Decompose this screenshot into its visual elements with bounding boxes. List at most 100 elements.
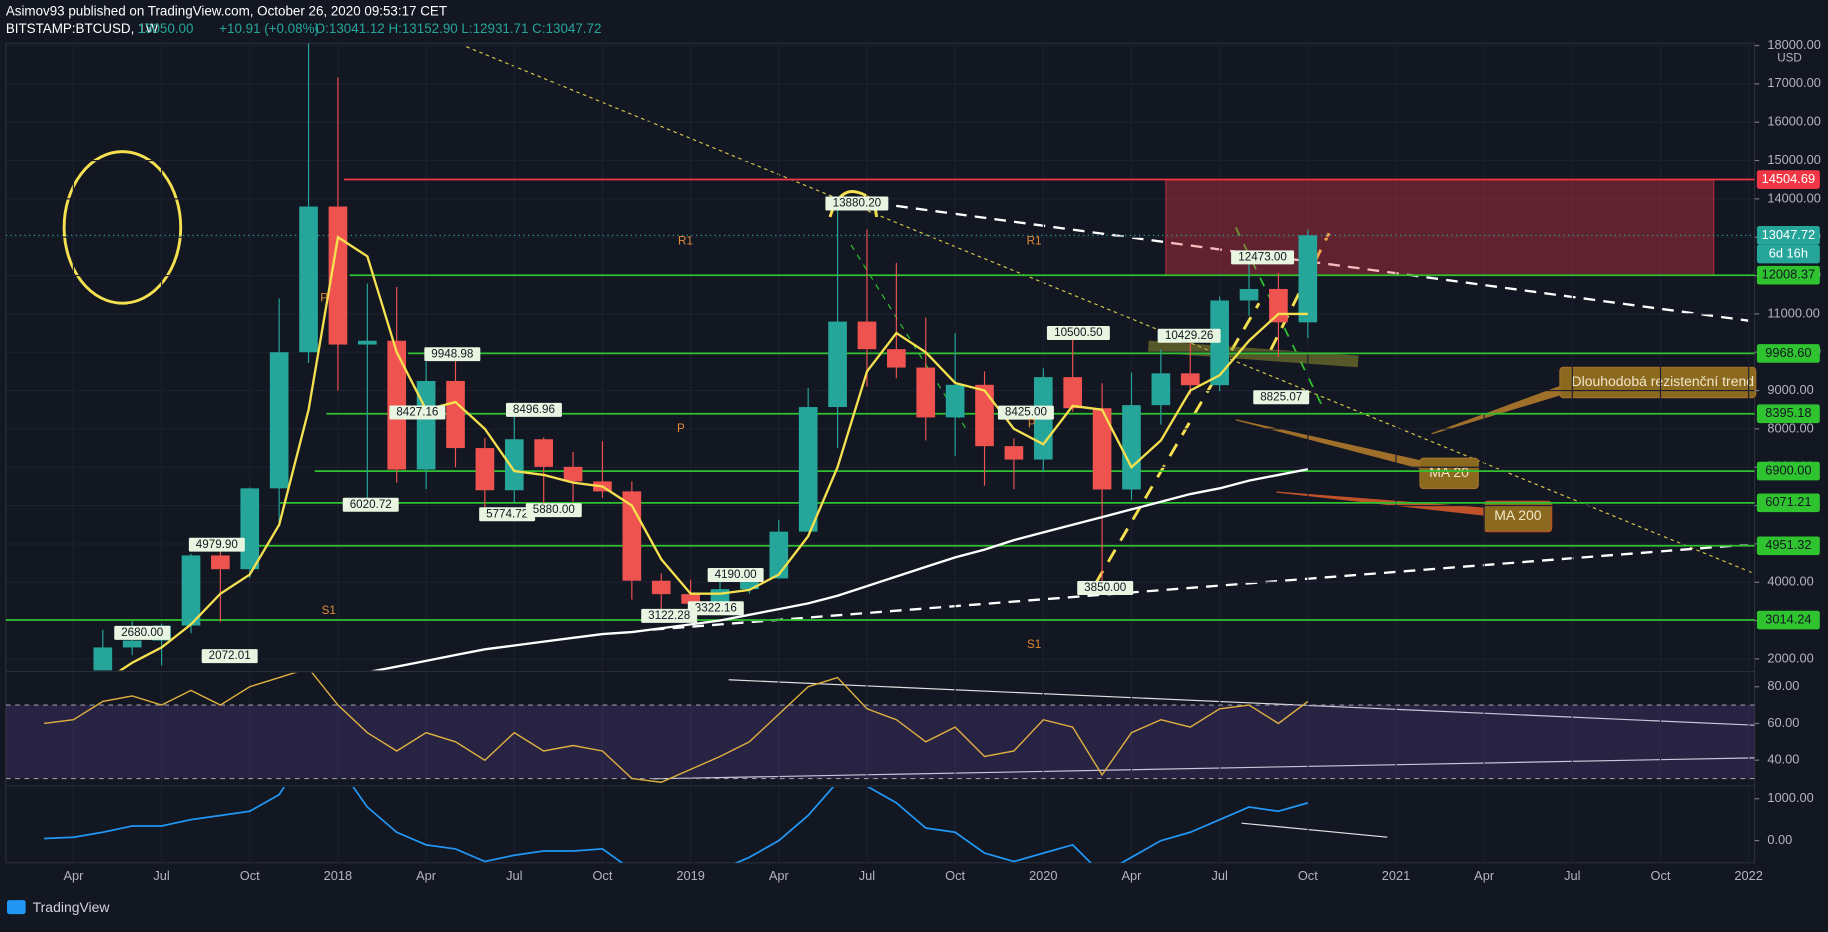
candle-body [1122, 405, 1141, 490]
x-tick-label: Apr [1474, 868, 1495, 883]
x-tick-label: Jul [506, 868, 522, 883]
candle-body [887, 349, 906, 368]
level-tag [1756, 536, 1820, 556]
x-tick-label: Oct [240, 868, 260, 883]
y-tick-label: 15000.00 [1767, 152, 1820, 167]
candle-body [651, 580, 671, 595]
price-label-box [825, 196, 889, 211]
candle-body [534, 439, 553, 467]
x-tick-label: 2022 [1734, 868, 1763, 883]
y-tick-label: 14000.00 [1767, 190, 1820, 205]
level-tag [1756, 610, 1820, 630]
countdown-tag [1756, 244, 1820, 264]
price-label: 6020.72 [350, 498, 392, 511]
pivot-label: R1 [1027, 234, 1042, 247]
x-tick-label: 2019 [676, 868, 705, 883]
rsi-pane [5, 672, 1755, 783]
price-label-box [114, 625, 171, 640]
price-label-box [997, 405, 1054, 420]
price-label: 3322.16 [695, 601, 737, 614]
macd-tick-label: 0.00 [1767, 832, 1792, 847]
level-tag [1756, 404, 1820, 424]
level-label: 4951.32 [1765, 537, 1811, 552]
candle-body [181, 555, 201, 626]
x-tick-label: 2020 [1029, 868, 1058, 883]
price-label: 2072.01 [209, 649, 251, 662]
x-tick-label: Jul [859, 868, 875, 883]
level-label: 12008.37 [1762, 267, 1815, 282]
candle-body [504, 439, 524, 491]
level-label: 6071.21 [1765, 494, 1811, 509]
trend-line [652, 543, 1749, 631]
candle-body [1239, 288, 1259, 301]
price-label: 8825.07 [1260, 390, 1302, 403]
footer: TradingView [6, 899, 111, 915]
pivot-label: S1 [322, 604, 336, 617]
price-label: 10500.50 [1054, 326, 1103, 339]
ma-line [118, 235, 1308, 671]
symbol: BITSTAMP:BTCUSD, 1W [6, 21, 159, 36]
ohlc: O:13041.12 H:13152.90 L:12931.71 C:13047… [315, 21, 602, 36]
x-tick-label: Oct [1298, 868, 1318, 883]
macd-tick-label: 1000.00 [1767, 790, 1813, 805]
candle-body [769, 531, 789, 579]
candle-body [1210, 300, 1229, 386]
candle-body [681, 594, 700, 604]
price-label: 4979.90 [196, 538, 239, 551]
candle-body [798, 407, 818, 532]
y-tick-label: 11000.00 [1767, 305, 1820, 320]
x-tick-label: Jul [1211, 868, 1227, 883]
publish-info: Asimov93 published on TradingView.com, O… [6, 3, 447, 18]
candle-body [916, 367, 936, 418]
candle-body [828, 321, 847, 408]
price-label: 8425.00 [1005, 406, 1048, 419]
rsi-tick-label: 60.00 [1767, 715, 1799, 730]
y-tick-label: 16000.00 [1767, 114, 1820, 129]
macd-pane [44, 787, 1309, 863]
price-label-box [687, 601, 744, 616]
level-tag [1756, 226, 1820, 245]
candle-body [1151, 373, 1171, 406]
change: +10.91 (+0.08%) [219, 21, 319, 36]
last-price: 13050.00 [138, 21, 194, 36]
brand: TradingView [33, 899, 111, 915]
x-tick-label: Jul [153, 868, 169, 883]
candle-body [945, 384, 965, 418]
price-label: 12473.00 [1238, 250, 1287, 263]
price-label: 5880.00 [533, 503, 576, 516]
callout-text: Dlouhodobá rezistenční trend [1572, 373, 1755, 389]
level-tag [1756, 461, 1820, 481]
candle-body [299, 206, 318, 353]
price-label: 9948.98 [431, 347, 473, 360]
price-label-box [479, 507, 536, 522]
price-label-box [641, 608, 698, 623]
price-label-box [342, 497, 399, 512]
candle-body [211, 555, 230, 570]
price-label-box [1046, 326, 1110, 341]
level-label: 13047.72 [1762, 227, 1815, 242]
callout-box [1419, 457, 1479, 490]
rsi-line [43, 672, 1309, 783]
x-tick-label: Apr [1122, 868, 1143, 883]
price-label-box [201, 649, 258, 664]
price-label: 8427.16 [396, 406, 438, 419]
y-tick-label: 4000.00 [1767, 574, 1813, 589]
price-label: 13880.20 [833, 197, 882, 210]
x-tick-label: Oct [945, 868, 965, 883]
pivot-label: R1 [678, 234, 693, 247]
level-tag [1756, 170, 1820, 189]
candle-body [475, 448, 495, 491]
level-tag [1756, 344, 1820, 363]
rsi-trend [652, 757, 1755, 780]
price-label-box [188, 537, 245, 552]
x-tick-label: Apr [416, 868, 437, 883]
price-label: 3122.28 [648, 609, 690, 622]
candle-body [446, 380, 465, 449]
pivot-label: P [1028, 418, 1036, 431]
trend-line [856, 199, 1749, 322]
level-label: 14504.69 [1762, 171, 1815, 186]
price-label: 4190.00 [715, 568, 758, 581]
price-label: 8496.96 [513, 403, 555, 416]
rsi-band [5, 705, 1755, 779]
